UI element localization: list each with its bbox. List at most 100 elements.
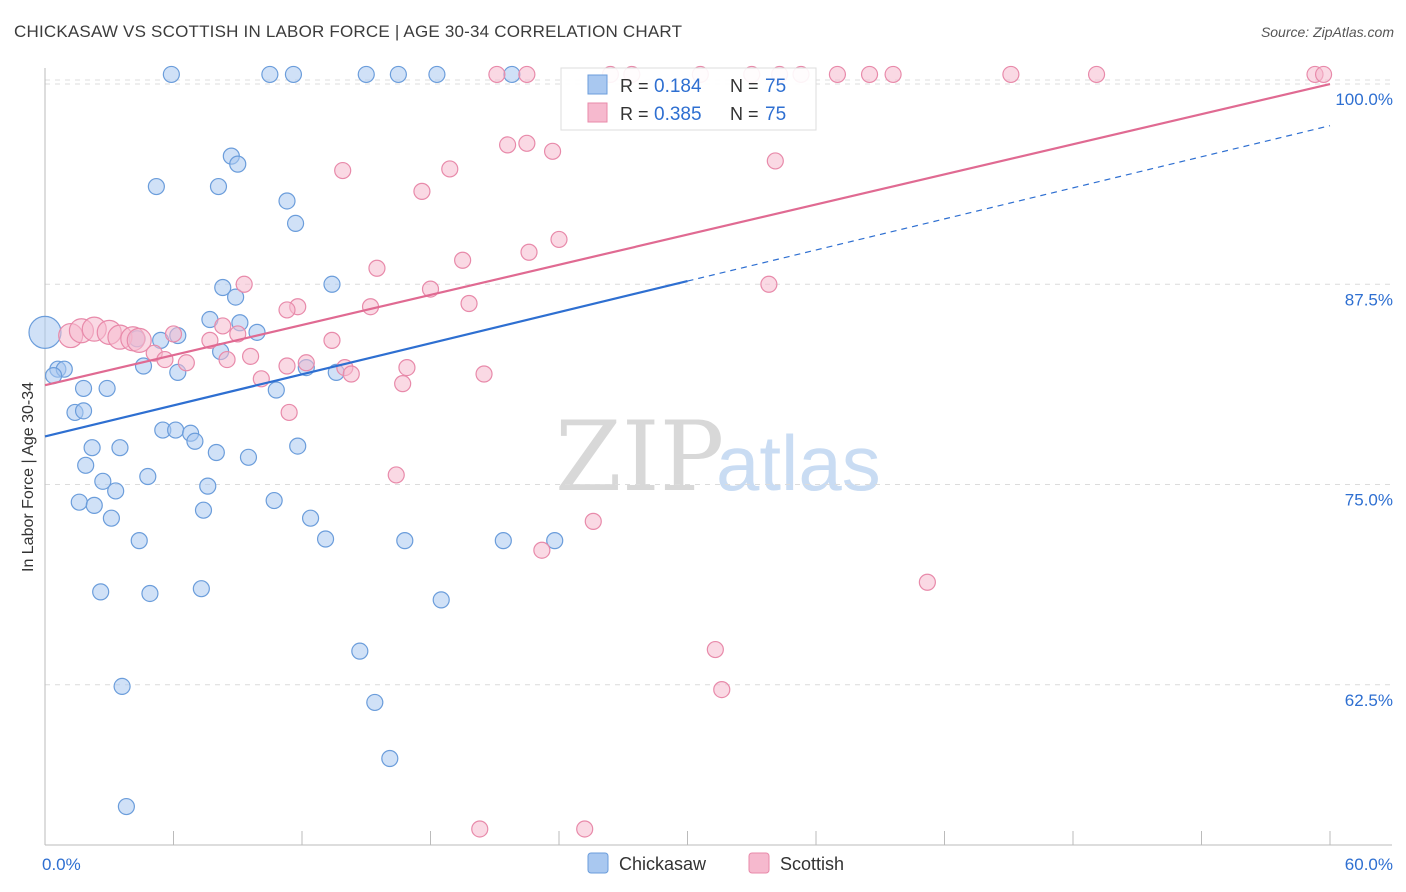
chickasaw-point xyxy=(192,580,210,598)
chickasaw-point xyxy=(323,275,341,293)
scottish-point xyxy=(884,65,902,84)
chickasaw-point xyxy=(286,214,305,233)
legend-n-label: N = xyxy=(730,104,759,124)
chickasaw-point xyxy=(83,439,101,457)
chickasaw-point xyxy=(70,493,88,511)
chickasaw-point xyxy=(214,278,232,297)
chickasaw-point xyxy=(389,65,407,84)
y-tick-label: 75.0% xyxy=(1345,491,1393,510)
chickasaw-point xyxy=(239,448,258,466)
scottish-point xyxy=(533,541,551,559)
scottish-point xyxy=(242,347,260,365)
chickasaw-point xyxy=(396,532,414,550)
chickasaw-point xyxy=(381,749,399,768)
bottom-legend-label-scottish: Scottish xyxy=(780,854,844,874)
scottish-point xyxy=(584,512,602,530)
chickasaw-point xyxy=(98,379,116,398)
scottish-point xyxy=(297,354,315,372)
chickasaw-point xyxy=(227,288,245,306)
scottish-point xyxy=(706,640,724,659)
scottish-point xyxy=(368,259,386,277)
chickasaw-point xyxy=(74,379,93,398)
chickasaw-trend-extension xyxy=(687,125,1331,282)
bottom-legend-swatch-scottish xyxy=(748,852,770,874)
legend-r-label: R = xyxy=(620,104,649,124)
scottish-point xyxy=(164,325,183,343)
scottish-point xyxy=(918,573,936,591)
chickasaw-point xyxy=(139,467,157,486)
chickasaw-point xyxy=(130,532,148,550)
chickasaw-point xyxy=(284,65,303,84)
chickasaw-point xyxy=(28,315,62,349)
scottish-point xyxy=(518,65,536,84)
scottish-point xyxy=(201,331,219,349)
scottish-point xyxy=(488,65,506,84)
scottish-point xyxy=(218,350,236,369)
chickasaw-point xyxy=(229,155,247,173)
scottish-point xyxy=(394,375,412,393)
scottish-point xyxy=(1314,65,1333,84)
chickasaw-point xyxy=(186,432,204,450)
x-tick-label: 60.0% xyxy=(1345,855,1393,874)
scottish-point xyxy=(398,358,416,377)
y-tick-label: 100.0% xyxy=(1335,90,1393,109)
scottish-point xyxy=(828,65,847,84)
scottish-point xyxy=(413,182,431,200)
scottish-point xyxy=(766,152,784,170)
chickasaw-point xyxy=(494,532,512,550)
chickasaw-point xyxy=(92,583,110,601)
scottish-point xyxy=(860,65,879,84)
scottish-point xyxy=(278,301,296,319)
chickasaw-point xyxy=(289,437,307,455)
chickasaw-point xyxy=(74,402,93,420)
chickasaw-point xyxy=(102,509,120,527)
chickasaw-point xyxy=(366,693,384,712)
scottish-point xyxy=(471,820,489,838)
chart-title: CHICKASAW VS SCOTTISH IN LABOR FORCE | A… xyxy=(14,22,683,41)
scottish-point xyxy=(499,136,517,154)
scottish-point xyxy=(550,230,568,249)
scottish-point xyxy=(229,325,247,343)
legend-r-value: 0.385 xyxy=(654,104,702,125)
chickasaw-point xyxy=(267,381,285,399)
scottish-point xyxy=(454,251,472,269)
scottish-point xyxy=(342,365,360,383)
scottish-point xyxy=(760,275,778,293)
scottish-point xyxy=(126,327,152,353)
scottish-point xyxy=(280,403,298,422)
legend-swatch-scottish xyxy=(587,102,608,123)
chickasaw-point xyxy=(113,677,131,695)
scottish-point xyxy=(235,275,253,293)
scottish-point xyxy=(475,365,493,383)
chickasaw-point xyxy=(357,65,375,84)
scottish-point xyxy=(520,243,538,261)
scottish-point xyxy=(214,317,232,335)
scottish-point xyxy=(387,466,405,484)
chickasaw-point xyxy=(351,642,369,660)
scottish-point xyxy=(543,142,562,160)
chickasaw-point xyxy=(207,443,225,462)
scottish-point xyxy=(278,357,296,375)
chickasaw-point xyxy=(77,456,95,474)
legend-r-value: 0.184 xyxy=(654,76,702,97)
chickasaw-point xyxy=(107,482,125,500)
chickasaw-point xyxy=(209,177,228,196)
chickasaw-point xyxy=(265,491,283,510)
scottish-point xyxy=(713,681,731,699)
legend-swatch-chickasaw xyxy=(587,74,608,95)
watermark-atlas: atlas xyxy=(716,419,881,507)
chickasaw-point xyxy=(428,65,446,84)
chickasaw-point xyxy=(278,192,296,210)
y-tick-label: 87.5% xyxy=(1345,290,1393,309)
scottish-point xyxy=(334,161,352,180)
chickasaw-point xyxy=(167,421,185,439)
y-tick-label: 62.5% xyxy=(1345,691,1393,710)
chickasaw-point xyxy=(301,509,320,527)
chickasaw-point xyxy=(546,532,564,550)
legend-n-label: N = xyxy=(730,76,759,96)
legend-n-value: 75 xyxy=(765,104,786,125)
watermark-zip: ZIP xyxy=(555,401,724,513)
scottish-point xyxy=(576,820,594,838)
scottish-trend-line xyxy=(44,82,1331,387)
